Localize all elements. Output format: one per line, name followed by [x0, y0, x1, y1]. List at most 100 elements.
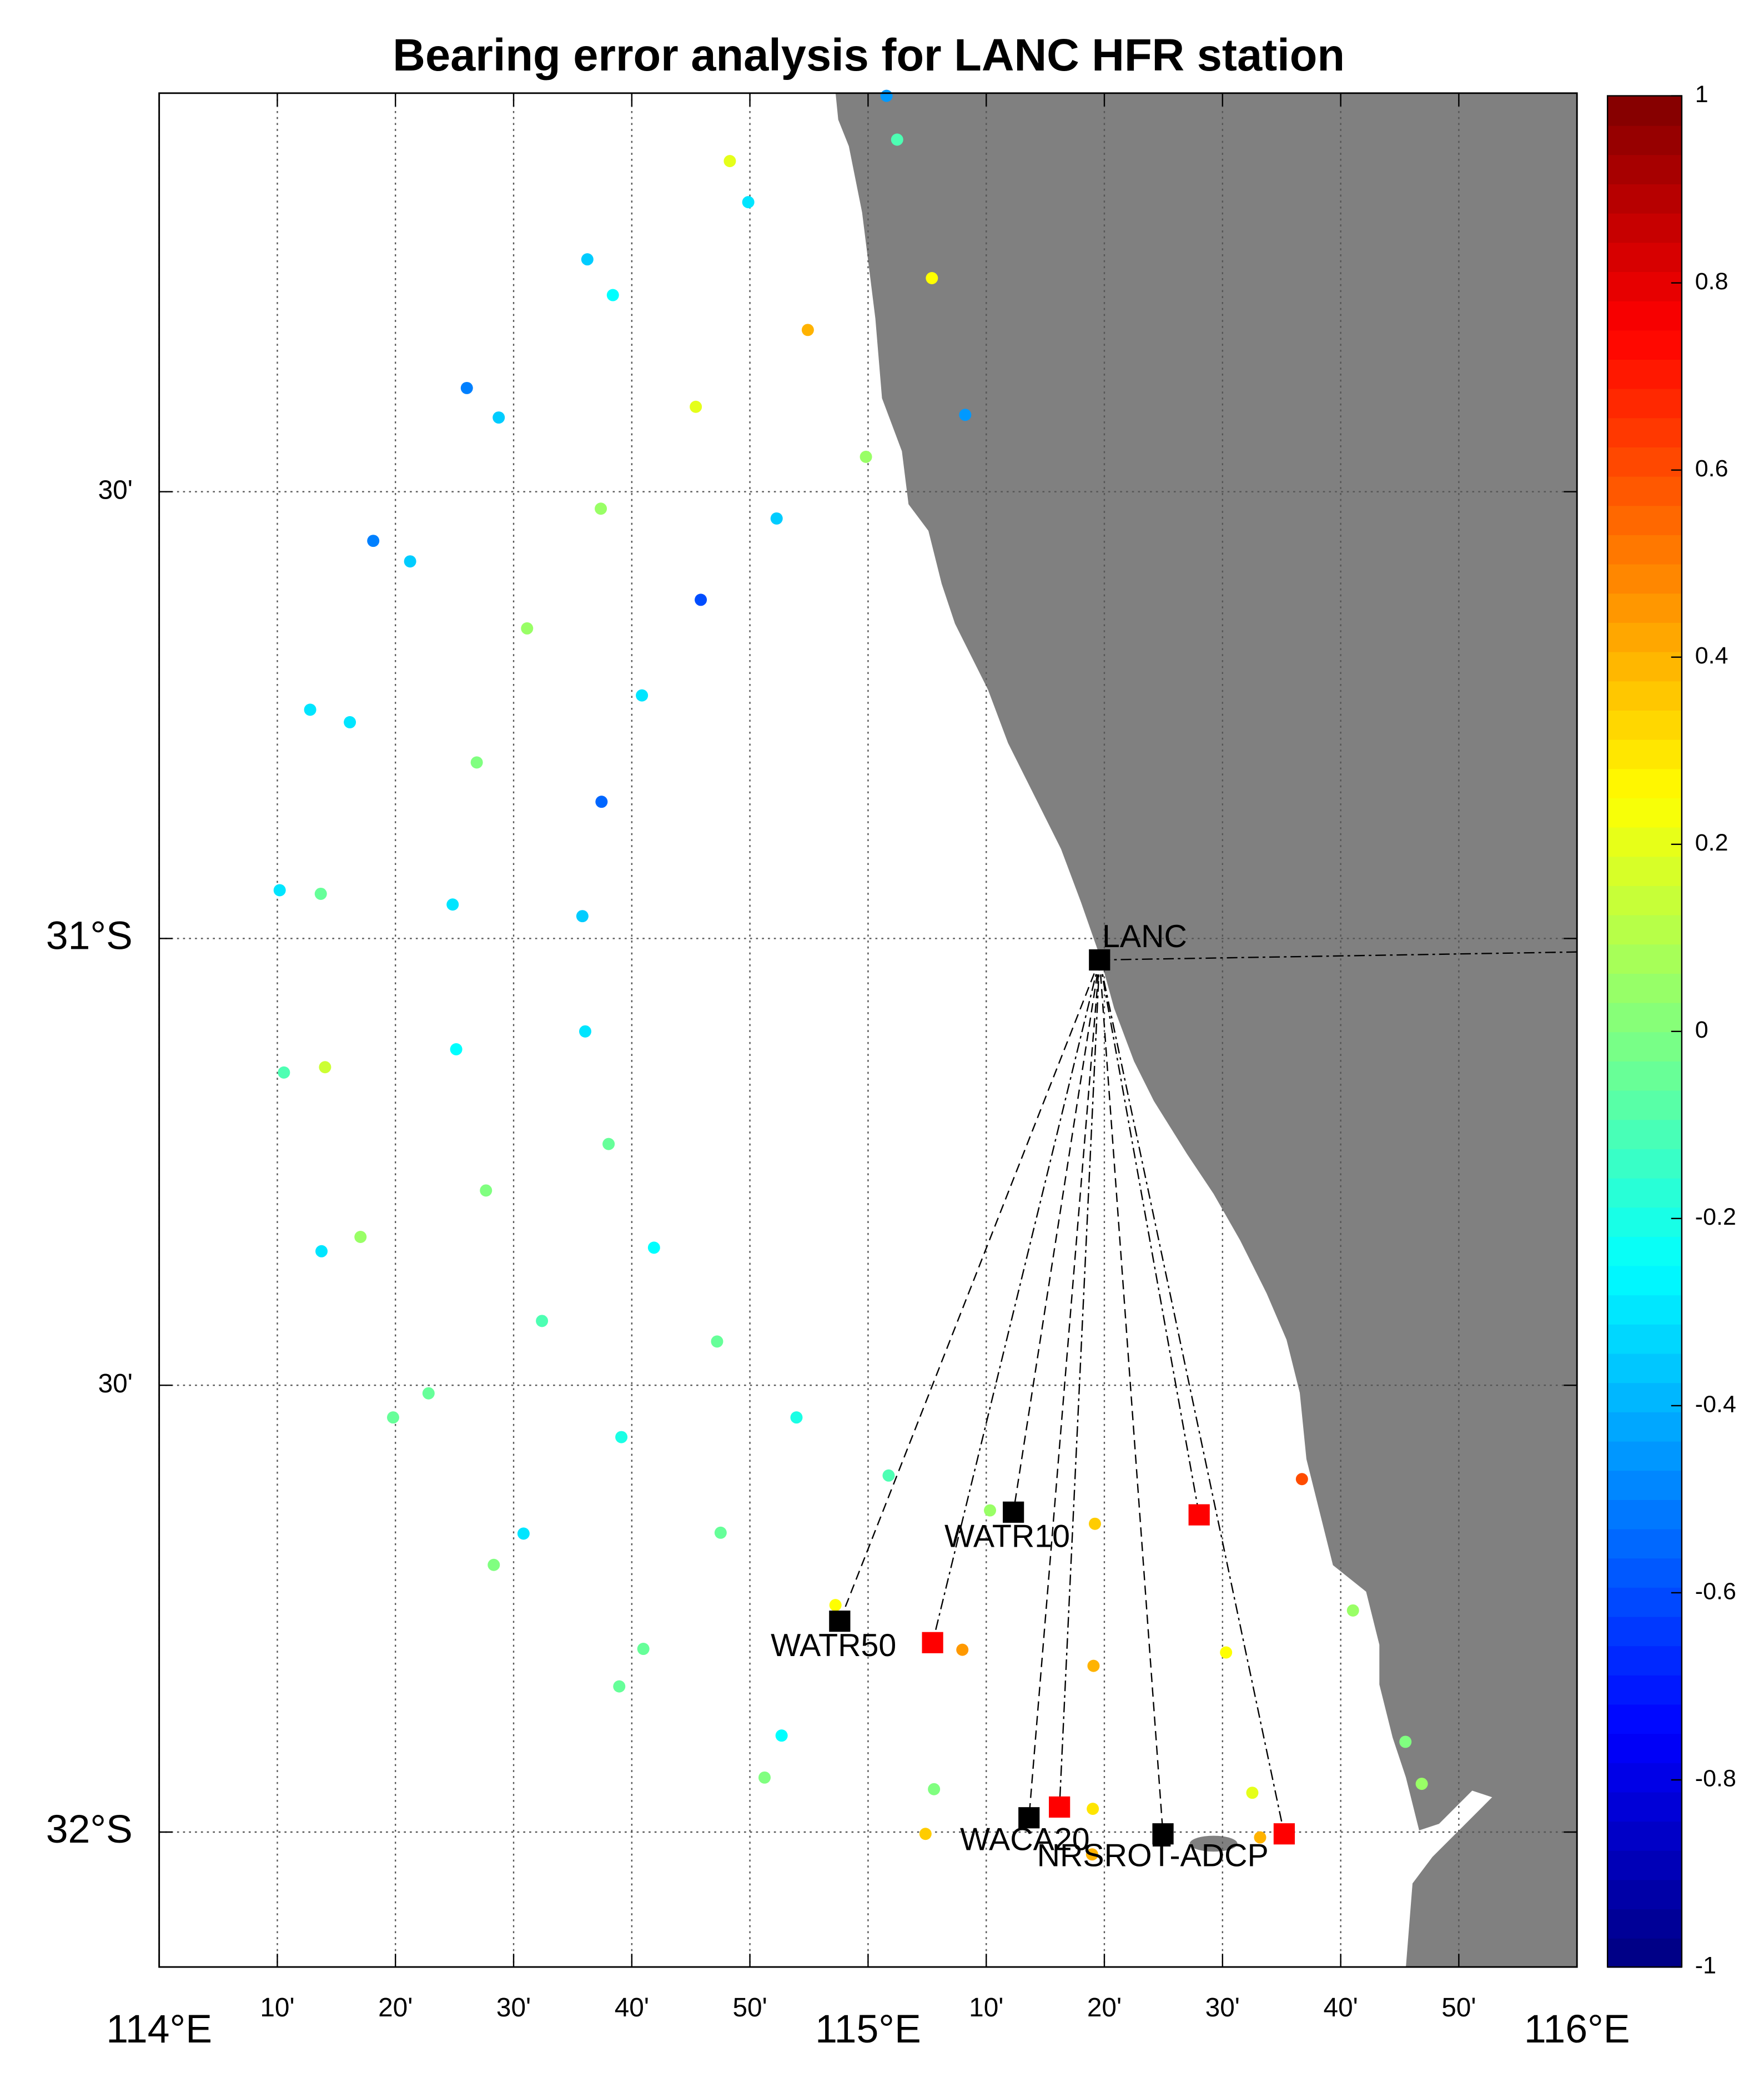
- point: [470, 756, 483, 769]
- point: [595, 502, 607, 515]
- bearing-line: [1028, 959, 1100, 1818]
- colorbar-tick-label: 0.8: [1695, 268, 1728, 295]
- point: [860, 450, 872, 463]
- point: [790, 1411, 803, 1424]
- point: [928, 1783, 941, 1795]
- colorbar-band: [1607, 1353, 1682, 1383]
- x-tick-label: 115°E: [815, 2007, 921, 2051]
- point: [517, 1527, 530, 1540]
- bearing-line: [1058, 960, 1100, 1807]
- bearing-line: [1012, 959, 1100, 1512]
- colorbar-band: [1607, 1382, 1682, 1412]
- colorbar-band: [1607, 885, 1682, 915]
- point: [576, 910, 589, 923]
- point: [1254, 1831, 1267, 1844]
- colorbar-band: [1607, 213, 1682, 243]
- colorbar-band: [1607, 651, 1682, 682]
- colorbar-band: [1607, 154, 1682, 184]
- point: [1346, 1604, 1359, 1617]
- colorbar-band: [1607, 592, 1682, 623]
- colorbar-band: [1607, 1148, 1682, 1179]
- colorbar-band: [1607, 1060, 1682, 1091]
- colorbar-tick-label: -0.2: [1695, 1204, 1736, 1230]
- point: [775, 1729, 788, 1742]
- point: [354, 1231, 367, 1244]
- colorbar-band: [1607, 914, 1682, 945]
- points: [273, 89, 1428, 1861]
- point: [1220, 1646, 1233, 1659]
- colorbar-band: [1607, 1762, 1682, 1793]
- x-tick-label: 30': [1205, 1993, 1240, 2022]
- colorbar-band: [1607, 1236, 1682, 1266]
- colorbar-tick-label: -0.8: [1695, 1765, 1736, 1792]
- station: [1018, 1807, 1040, 1829]
- point: [636, 689, 649, 702]
- point: [770, 512, 783, 525]
- point: [695, 593, 707, 606]
- x-tick-label: 10': [260, 1993, 294, 2022]
- colorbar-band: [1607, 1031, 1682, 1061]
- marker: [1049, 1796, 1071, 1818]
- point: [801, 324, 814, 336]
- colorbar-band: [1607, 1879, 1682, 1910]
- colorbar-band: [1607, 856, 1682, 886]
- point: [602, 1138, 615, 1150]
- colorbar-tick-label: -0.6: [1695, 1578, 1736, 1604]
- point: [446, 898, 459, 911]
- point: [344, 716, 356, 728]
- point: [690, 400, 702, 413]
- colorbar-band: [1607, 476, 1682, 506]
- x-tick-label: 116°E: [1524, 2007, 1630, 2051]
- point: [1087, 1659, 1100, 1672]
- station-label: LANC: [1102, 919, 1187, 954]
- colorbar-band: [1607, 1119, 1682, 1149]
- point: [404, 555, 416, 568]
- colorbar-band: [1607, 797, 1682, 828]
- colorbar-band: [1607, 241, 1682, 272]
- point: [637, 1643, 650, 1656]
- point: [480, 1184, 492, 1197]
- bearing-lines: [839, 951, 1577, 1834]
- colorbar-band: [1607, 300, 1682, 331]
- point: [386, 1411, 399, 1424]
- colorbar-band: [1607, 388, 1682, 419]
- point: [315, 1245, 328, 1257]
- colorbar-tick-label: -1: [1695, 1952, 1716, 1979]
- x-tick-label: 50': [1441, 1993, 1476, 2022]
- point: [1415, 1778, 1428, 1790]
- axes-frame: [158, 92, 1578, 1968]
- point: [723, 155, 736, 168]
- colorbar-band: [1607, 95, 1682, 126]
- point: [1085, 1848, 1098, 1861]
- station-label: WATR50: [771, 1628, 896, 1663]
- y-tick-label: 30': [98, 475, 133, 505]
- station: [1152, 1823, 1174, 1845]
- colorbar-band: [1607, 1645, 1682, 1676]
- colorbar-band: [1607, 1557, 1682, 1588]
- land: [835, 93, 1577, 1968]
- colorbar-band: [1607, 1938, 1682, 1968]
- colorbar-band: [1607, 1587, 1682, 1617]
- colorbar-band: [1607, 622, 1682, 652]
- point: [319, 1061, 331, 1074]
- point: [1088, 1517, 1101, 1530]
- y-tick-label: 32°S: [46, 1807, 133, 1851]
- colorbar-band: [1607, 1178, 1682, 1208]
- colorbar-tick-label: -0.4: [1695, 1391, 1736, 1417]
- colorbar-band: [1607, 1002, 1682, 1033]
- x-tick-label: 114°E: [106, 2007, 212, 2051]
- point: [984, 1504, 997, 1517]
- point: [829, 1599, 842, 1612]
- colorbar-band: [1607, 943, 1682, 974]
- point: [314, 887, 327, 900]
- x-tick-label: 20': [1087, 1993, 1122, 2022]
- station: [1003, 1501, 1024, 1523]
- reference-bearing: [1099, 951, 1577, 961]
- colorbar-band: [1607, 1792, 1682, 1822]
- point: [919, 1828, 932, 1840]
- point: [615, 1431, 628, 1443]
- colorbar-band: [1607, 1908, 1682, 1939]
- colorbar-band: [1607, 1090, 1682, 1120]
- point: [304, 703, 316, 716]
